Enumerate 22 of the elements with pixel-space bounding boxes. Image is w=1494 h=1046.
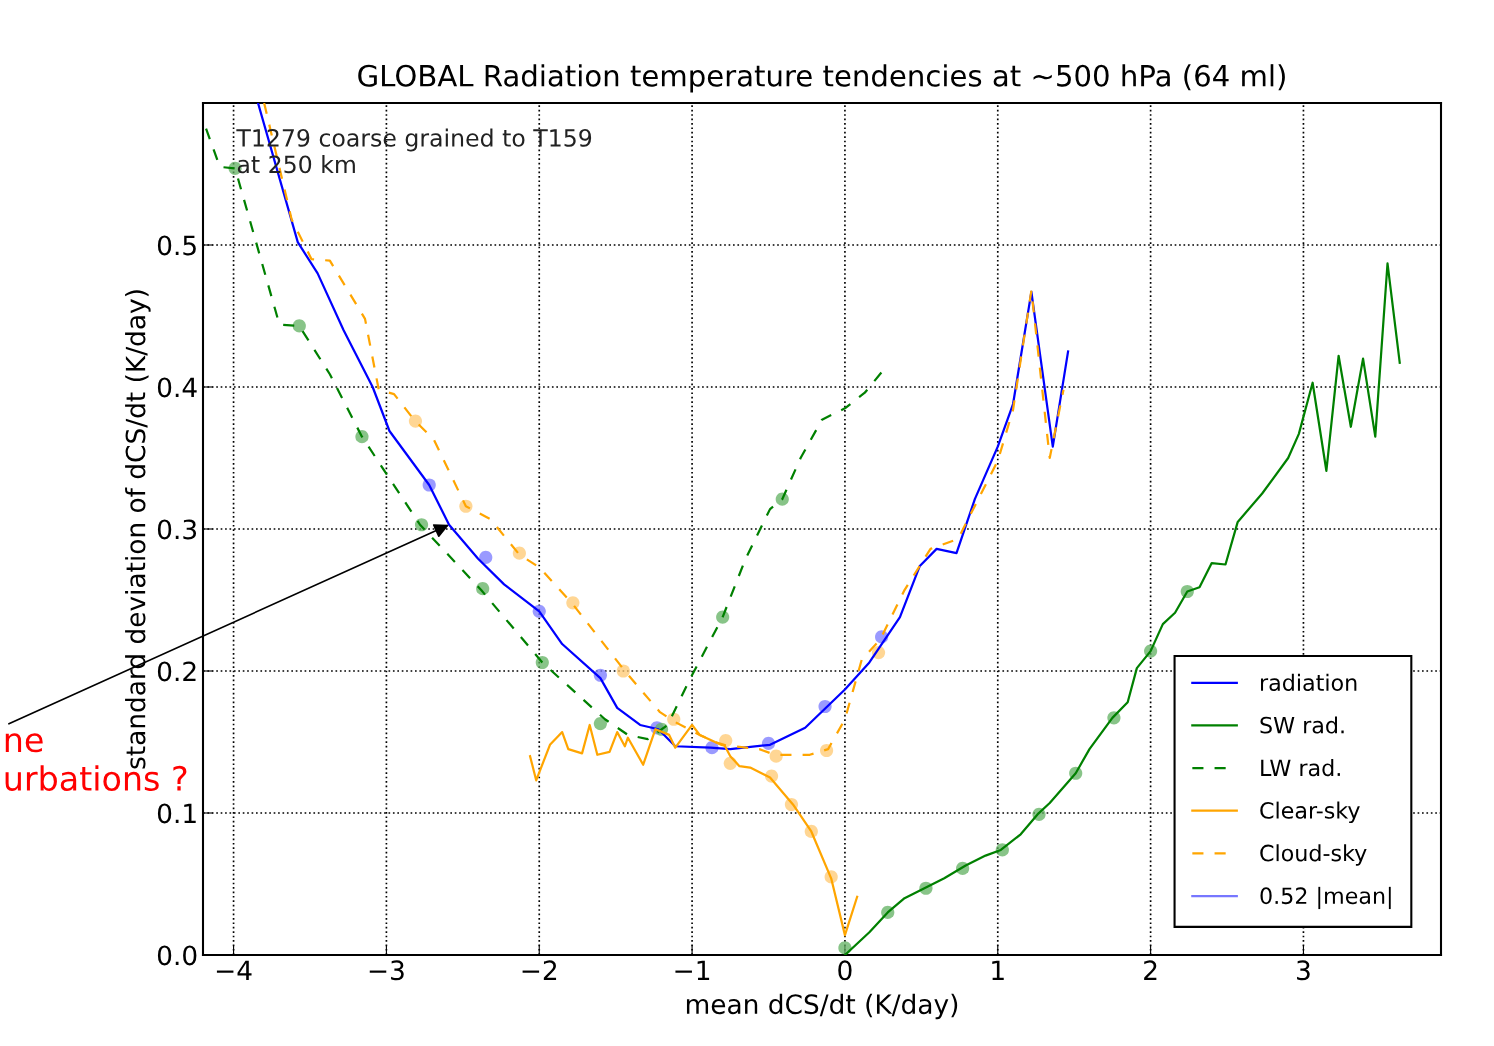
legend-label: radiation	[1261, 673, 1357, 691]
legend-label: LW rad.	[1261, 758, 1340, 777]
y-tick-label: 0.0	[157, 945, 197, 966]
x-tick-label: −2	[522, 960, 557, 980]
y-tick-label: 0.3	[157, 519, 197, 540]
y-tick-label: 0.4	[157, 377, 197, 398]
legend-label: Clear-sky	[1260, 801, 1360, 824]
x-tick-label: 0	[838, 960, 852, 981]
y-tick-label: 0.1	[157, 803, 196, 824]
y-tick-label: 0.2	[157, 661, 196, 682]
legend-label: Cloud-sky	[1260, 844, 1367, 866]
x-tick-label: 1	[992, 960, 1004, 980]
legend-label: 0.52 |mean|	[1260, 886, 1391, 910]
x-axis-title: mean dCS/dt (K/day)	[686, 993, 958, 1020]
chart-title: GLOBAL Radiation temperature tendencies at ~500 hPa (64 ml)	[358, 64, 1285, 93]
legend-label: SW rad.	[1260, 716, 1344, 734]
x-tick-label: 2	[1144, 960, 1157, 980]
y-tick-label: 0.5	[157, 235, 196, 256]
x-tick-label: −1	[675, 960, 710, 980]
x-tick-label: −3	[369, 960, 404, 981]
x-tick-label: 3	[1297, 960, 1310, 981]
x-tick-label: −4	[216, 960, 252, 980]
